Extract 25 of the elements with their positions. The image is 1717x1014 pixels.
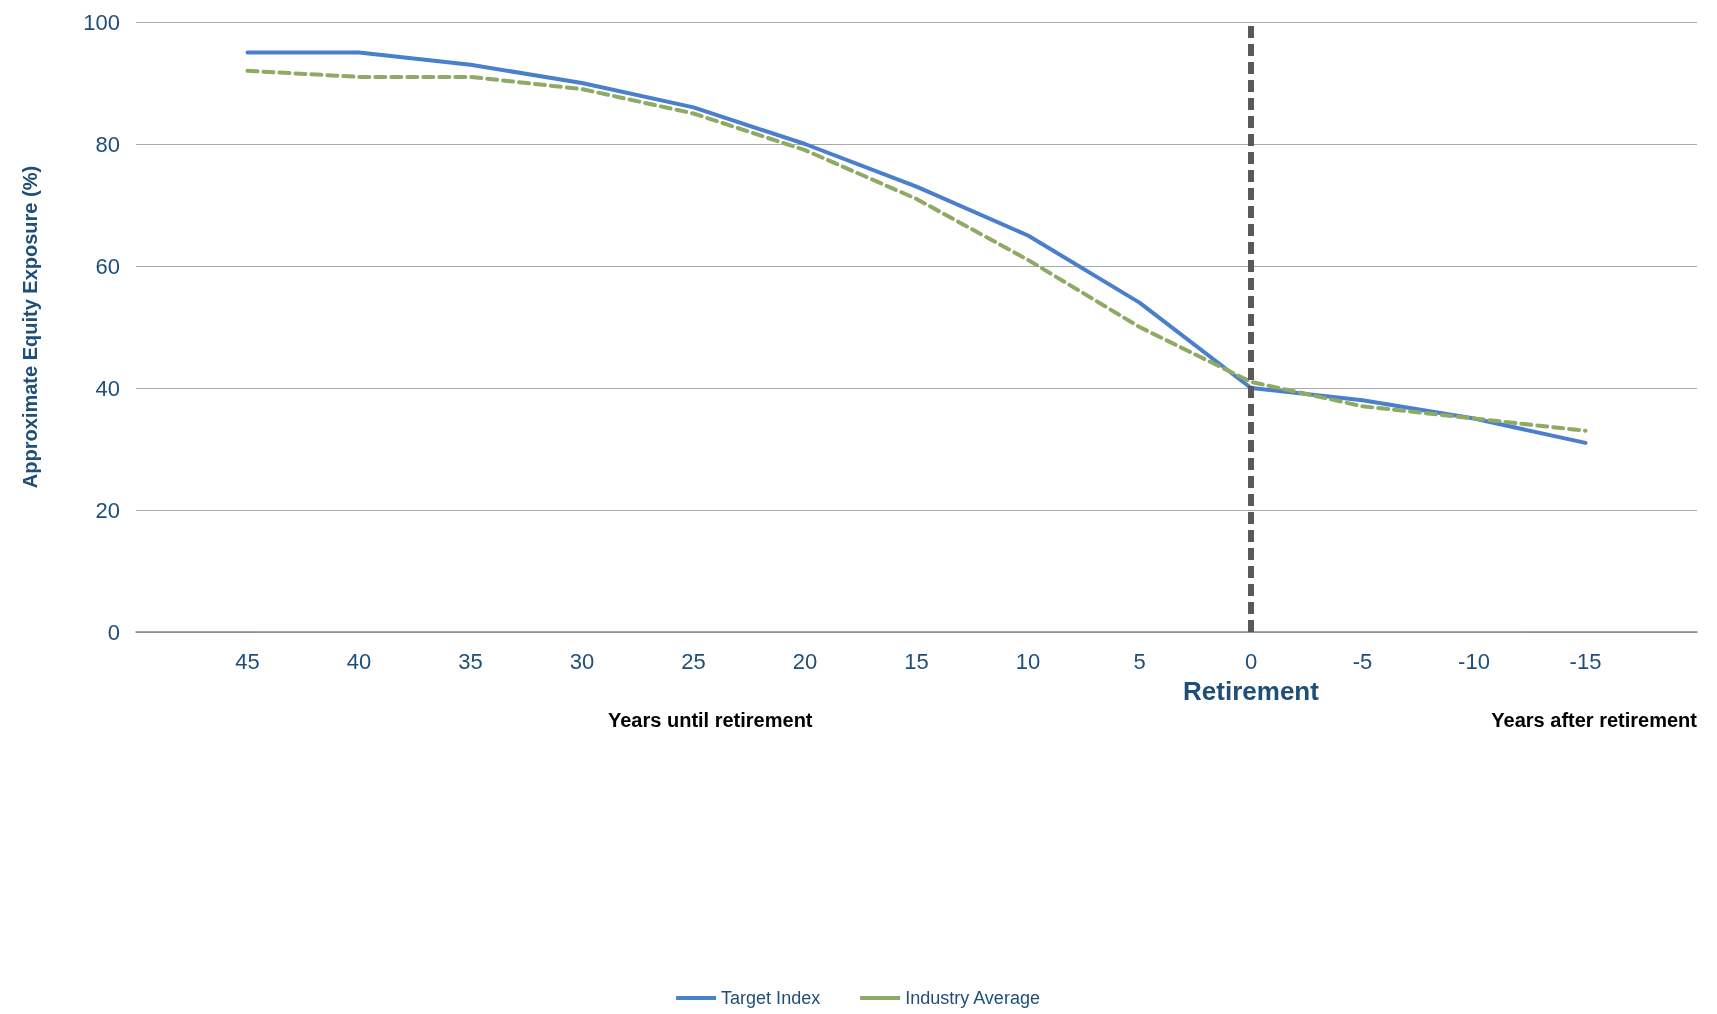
y-tick-label: 20	[95, 497, 120, 523]
x-tick-label: -10	[1458, 648, 1490, 674]
y-tick-label: 40	[95, 375, 120, 401]
text: Years until retirement	[608, 709, 813, 731]
y-axis-title: Approximate Equity Exposure (%)	[19, 165, 41, 489]
x-tick-label: -15	[1569, 648, 1602, 674]
text: Years after retirement	[1491, 709, 1698, 731]
x-tick-label: 0	[1244, 648, 1258, 674]
x-tick-label: 15	[904, 648, 929, 674]
x-tick-label: 10	[1015, 648, 1041, 674]
y-tick-label: 100	[83, 9, 120, 35]
x-tick-label: 20	[792, 648, 818, 674]
y-tick-label: 60	[95, 253, 120, 279]
x-tick-label: 5	[1133, 648, 1146, 674]
ref-line-label: Retirement	[1183, 676, 1320, 706]
legend-label: Target Index	[721, 988, 821, 1008]
x-tick-label: 45	[235, 648, 260, 674]
y-tick-label: 0	[107, 619, 120, 645]
x-tick-label: 30	[569, 648, 595, 674]
x-tick-label: 40	[346, 648, 372, 674]
y-tick-label: 80	[95, 131, 120, 157]
legend-label: Industry Average	[905, 988, 1040, 1008]
x-tick-label: 25	[681, 648, 706, 674]
x-tick-label: -5	[1352, 648, 1373, 674]
x-tick-label: 35	[458, 648, 483, 674]
